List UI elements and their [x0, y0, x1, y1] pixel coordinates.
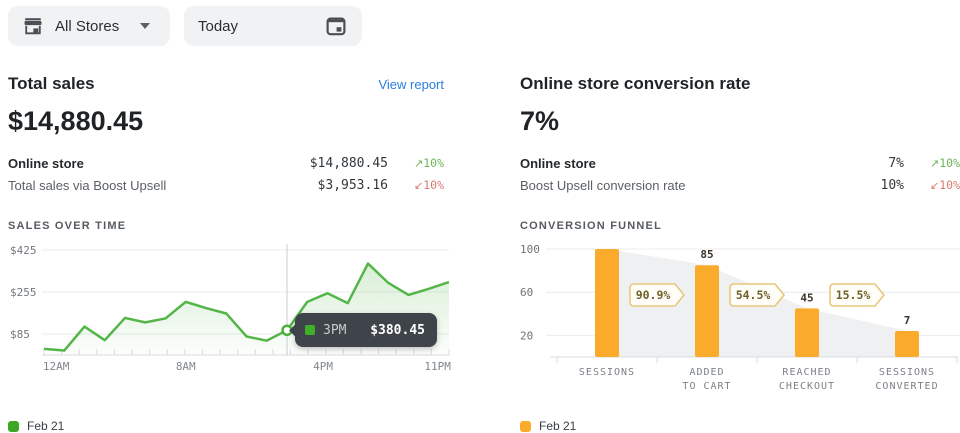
- tooltip-value: $380.45: [370, 322, 425, 338]
- metric-label: Online store: [520, 155, 596, 171]
- metric-label: Online store: [8, 155, 84, 171]
- delta-badge-up: ↗10%: [914, 156, 960, 170]
- funnel-bar[interactable]: [595, 249, 619, 357]
- metric-row-online-store: Online store $14,880.45 ↗10%: [8, 152, 444, 174]
- y-axis-tick-label: $425: [10, 244, 37, 257]
- date-selector[interactable]: Today: [184, 6, 362, 46]
- drop-rate-value: 90.9%: [636, 288, 671, 302]
- x-axis-tick-label: 11PM: [424, 360, 451, 373]
- drop-rate-badge: [829, 283, 886, 307]
- legend-swatch-green: [8, 420, 19, 432]
- legend-label: Feb 21: [539, 419, 577, 433]
- funnel-legend[interactable]: Feb 21: [520, 419, 960, 433]
- delta-badge-down: ↙10%: [914, 178, 960, 192]
- metric-value: $3,953.16: [317, 177, 388, 193]
- tooltip-series-swatch: [305, 325, 315, 335]
- funnel-bar[interactable]: [895, 331, 919, 357]
- metric-row-boost-upsell: Boost Upsell conversion rate 10% ↙10%: [520, 174, 960, 196]
- category-label: ADDED: [689, 367, 724, 378]
- y-axis-tick-label: 100: [520, 243, 540, 256]
- metric-row-boost-upsell: Total sales via Boost Upsell $3,953.16 ↙…: [8, 174, 444, 196]
- delta-badge-down: ↙10%: [398, 178, 444, 192]
- chart-tooltip: 3PM $380.45: [295, 313, 437, 347]
- delta-value: 10%: [939, 156, 960, 170]
- drop-rate-value: 54.5%: [736, 288, 771, 302]
- legend-label: Feb 21: [27, 419, 65, 433]
- bar-value-label: 7: [904, 314, 911, 327]
- bar-value-label: 100: [597, 242, 617, 245]
- category-label: SESSIONS: [579, 367, 635, 378]
- drop-rate-badge: [729, 283, 786, 307]
- topbar: All Stores Today: [8, 6, 362, 46]
- date-selector-label: Today: [198, 17, 239, 35]
- bar-value-label: 45: [800, 291, 813, 304]
- storefront-icon: [22, 15, 44, 37]
- sales-line: [43, 262, 450, 352]
- delta-value: 10%: [939, 178, 960, 192]
- conversion-value: 7%: [520, 106, 560, 136]
- y-axis-tick-label: 60: [520, 286, 533, 299]
- y-axis-tick-label: $255: [10, 286, 37, 299]
- delta-value: 10%: [423, 178, 444, 192]
- tooltip-time: 3PM: [323, 322, 347, 338]
- view-report-link[interactable]: View report: [378, 77, 444, 92]
- category-label: REACHED: [782, 367, 831, 378]
- category-label: CONVERTED: [875, 381, 938, 392]
- drop-rate-value: 15.5%: [836, 288, 871, 302]
- sales-legend[interactable]: Feb 21: [8, 419, 444, 433]
- total-sales-title: Total sales: [8, 74, 95, 93]
- store-selector[interactable]: All Stores: [8, 6, 170, 46]
- delta-value: 10%: [423, 156, 444, 170]
- total-sales-value: $14,880.45: [8, 106, 144, 136]
- conversion-funnel-header: CONVERSION FUNNEL: [520, 220, 663, 232]
- chevron-down-icon: [140, 23, 151, 29]
- total-sales-card: Total sales View report $14,880.45 Onlin…: [8, 68, 451, 433]
- metric-label: Boost Upsell conversion rate: [520, 177, 686, 193]
- metric-value: $14,880.45: [309, 155, 388, 171]
- funnel-chart-area: 100 60 20 100 SESSIONS 85 ADDED TO CART 45 REACHE…: [520, 232, 960, 397]
- funnel-bar[interactable]: [695, 265, 719, 357]
- metric-value: 10%: [880, 177, 904, 193]
- legend-swatch-orange: [520, 420, 531, 432]
- delta-badge-up: ↗10%: [398, 156, 444, 170]
- metric-label: Total sales via Boost Upsell: [8, 177, 167, 193]
- sales-over-time-header: SALES OVER TIME: [8, 220, 127, 232]
- bar-value-label: 85: [700, 248, 713, 261]
- metric-value: 7%: [888, 155, 904, 171]
- category-label: CHECKOUT: [779, 381, 835, 392]
- sales-chart-area: $425 $255 $85 12AM 8AM 4PM 11PM 3PM $380.45: [8, 242, 451, 379]
- total-sales-breakdown: Online store $14,880.45 ↗10% Total sales…: [8, 152, 444, 196]
- category-label: TO CART: [682, 381, 731, 392]
- y-axis-tick-label: $85: [10, 328, 30, 341]
- arrow-down-left-icon: ↙: [930, 179, 940, 192]
- y-axis-tick-label: 20: [520, 329, 533, 342]
- arrow-up-right-icon: ↗: [414, 157, 424, 170]
- metric-row-online-store: Online store 7% ↗10%: [520, 152, 960, 174]
- x-axis-tick-label: 4PM: [313, 360, 333, 373]
- conversion-funnel-chart[interactable]: 100 60 20 100 SESSIONS 85 ADDED TO CART 45 REACHE…: [520, 232, 960, 392]
- arrow-down-left-icon: ↙: [414, 179, 424, 192]
- conversion-rate-card: Online store conversion rate 7% Online s…: [520, 68, 960, 433]
- sales-line-chart[interactable]: $425 $255 $85 12AM 8AM 4PM 11PM: [8, 242, 451, 374]
- conversion-breakdown: Online store 7% ↗10% Boost Upsell conver…: [520, 152, 960, 196]
- arrow-up-right-icon: ↗: [930, 157, 940, 170]
- drop-rate-badge: [629, 283, 686, 307]
- category-label: SESSIONS: [879, 367, 935, 378]
- x-axis-tick-label: 8AM: [176, 360, 196, 373]
- store-selector-label: All Stores: [55, 17, 120, 35]
- conversion-title: Online store conversion rate: [520, 74, 751, 93]
- x-axis-tick-label: 12AM: [43, 360, 70, 373]
- funnel-bar[interactable]: [795, 308, 819, 357]
- calendar-icon: [324, 14, 348, 38]
